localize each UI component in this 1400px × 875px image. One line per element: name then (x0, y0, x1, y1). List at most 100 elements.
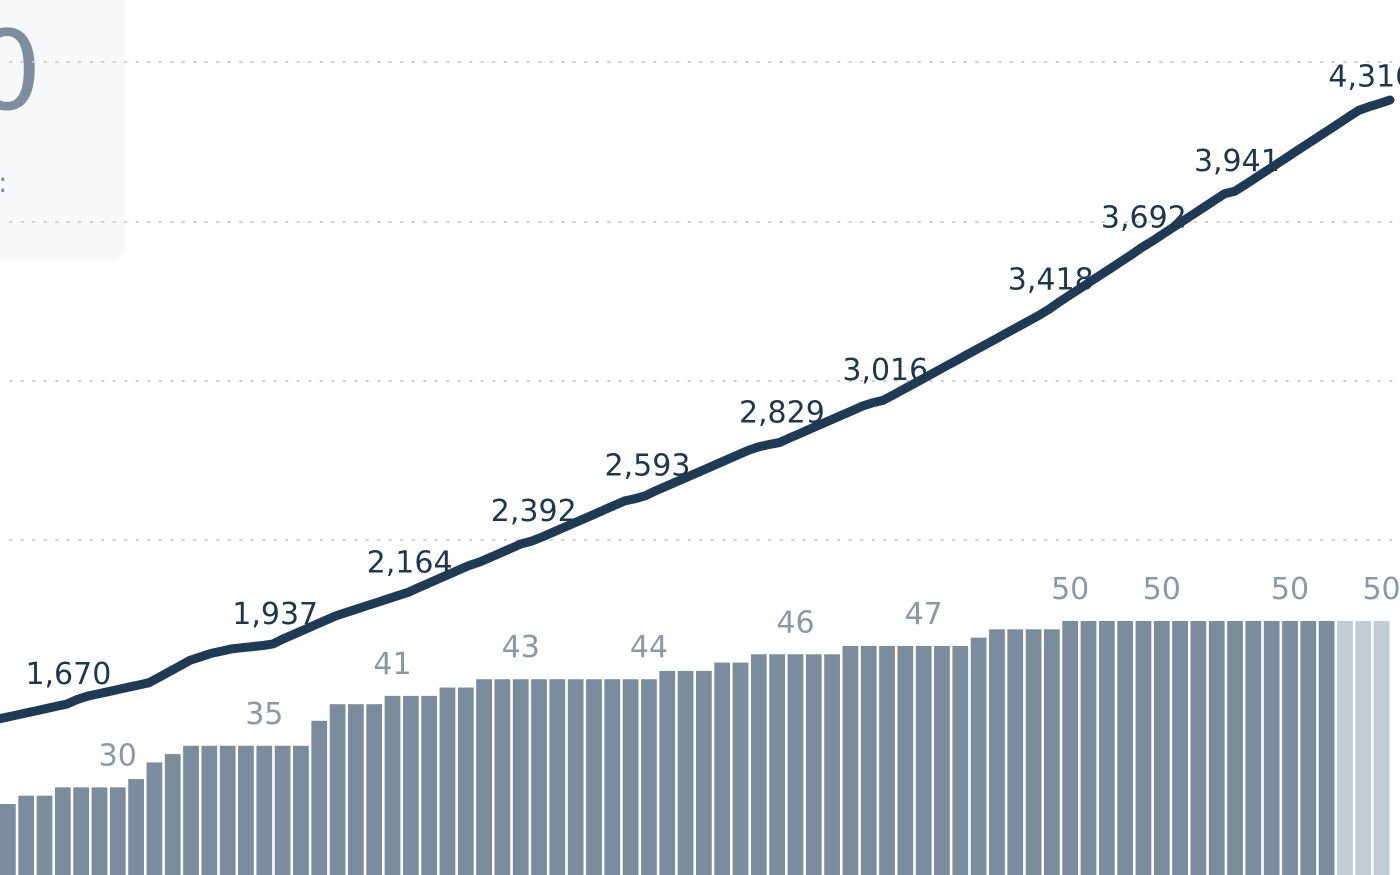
bar-35 (641, 679, 657, 875)
bar-64 (1172, 621, 1188, 875)
bar-52 (952, 645, 969, 875)
bar-30 (549, 679, 566, 875)
line-label-8: 3,692 (1101, 200, 1187, 235)
bar-49 (897, 645, 914, 875)
bar-67 (1227, 621, 1243, 875)
bar-label-0: 30 (99, 738, 137, 773)
line-label-2: 2,164 (367, 546, 453, 581)
line-label-1: 1,937 (232, 597, 318, 632)
bar-26 (476, 679, 492, 875)
summary-digit: 0 (0, 7, 42, 135)
bar-20 (366, 704, 383, 875)
bar-label-8: 50 (1143, 572, 1181, 607)
bar-44 (805, 654, 822, 875)
bar-13 (238, 745, 254, 875)
bar-68 (1245, 621, 1262, 875)
bar-71 (1300, 621, 1317, 875)
line-label-3: 2,392 (491, 494, 577, 529)
bar-6 (109, 787, 126, 875)
bar-51 (934, 645, 950, 875)
bar-17 (311, 720, 328, 875)
line-label-0: 1,670 (25, 657, 111, 692)
bar-32 (586, 679, 602, 875)
line-label-9: 3,941 (1194, 144, 1280, 179)
bar-63 (1153, 621, 1170, 875)
bar-8 (146, 762, 163, 875)
line-series (0, 95, 1395, 724)
bar-23 (421, 695, 438, 875)
line-label-4: 2,593 (605, 449, 691, 484)
bar-4 (73, 787, 90, 875)
line-label-7: 3,418 (1008, 262, 1094, 297)
bar-65 (1190, 621, 1207, 875)
bar-label-1: 35 (245, 697, 283, 732)
side-summary-card: 0 : (0, 0, 126, 260)
bar-31 (567, 679, 584, 875)
bar-47 (860, 645, 877, 875)
bar-12 (219, 745, 236, 875)
bar-58 (1062, 621, 1079, 875)
line-label-10: 4,316 (1328, 60, 1400, 95)
bar-46 (842, 645, 859, 875)
bar-label-4: 44 (630, 630, 668, 665)
bar-37 (677, 670, 694, 875)
bar-74 (1355, 621, 1372, 875)
bar-label-9: 50 (1271, 572, 1309, 607)
bar-22 (402, 695, 419, 875)
bar-18 (329, 704, 346, 875)
bar-24 (439, 687, 456, 875)
bar-62 (1135, 621, 1152, 875)
summary-fragment: : (0, 166, 7, 199)
bar-42 (769, 654, 786, 875)
bar-66 (1208, 621, 1225, 875)
bar-1 (18, 795, 35, 875)
bar-38 (696, 670, 712, 875)
bar-72 (1318, 621, 1335, 875)
bar-label-2: 41 (373, 647, 411, 682)
bar-label-6: 47 (905, 597, 943, 632)
bar-70 (1282, 621, 1298, 875)
bar-28 (512, 679, 529, 875)
bar-60 (1098, 621, 1115, 875)
bar-69 (1263, 621, 1280, 875)
bar-0 (0, 804, 16, 875)
bar-53 (970, 637, 987, 875)
bar-33 (604, 679, 621, 875)
bar-57 (1044, 629, 1060, 875)
bar-label-3: 43 (502, 630, 540, 665)
bar-15 (274, 745, 291, 875)
bar-25 (457, 687, 474, 875)
bar-40 (732, 662, 749, 875)
bar-11 (201, 745, 218, 875)
bar-59 (1080, 621, 1097, 875)
line-label-5: 2,829 (739, 395, 825, 430)
bar-61 (1117, 621, 1134, 875)
bar-7 (128, 779, 144, 875)
bar-43 (787, 654, 804, 875)
bar-36 (659, 670, 676, 875)
bar-5 (91, 787, 108, 875)
bar-label-10: 50 (1362, 572, 1400, 607)
bar-41 (750, 654, 767, 875)
bar-27 (494, 679, 511, 875)
bar-label-7: 50 (1051, 572, 1089, 607)
bar-55 (1007, 629, 1024, 875)
line-label-6: 3,016 (842, 353, 928, 388)
bar-9 (164, 754, 181, 875)
bar-19 (348, 704, 364, 875)
bar-50 (915, 645, 932, 875)
bar-3 (54, 787, 71, 875)
bar-73 (1337, 621, 1353, 875)
bar-10 (183, 745, 199, 875)
bar-2 (36, 795, 53, 875)
bar-75 (1373, 621, 1390, 875)
bar-34 (622, 679, 639, 875)
bar-29 (531, 679, 547, 875)
bar-45 (824, 654, 840, 875)
bar-56 (1025, 629, 1042, 875)
bar-54 (989, 629, 1005, 875)
bar-39 (714, 662, 731, 875)
bar-21 (384, 695, 401, 875)
